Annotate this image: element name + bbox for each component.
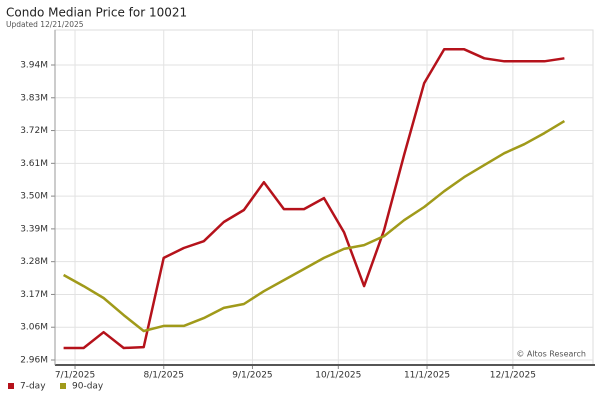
y-tick-label: 3.83M xyxy=(20,93,48,103)
y-tick-label: 2.96M xyxy=(20,356,48,366)
line xyxy=(63,48,565,350)
legend-swatch xyxy=(60,383,66,389)
x-tick-label: 11/1/2025 xyxy=(404,371,450,381)
y-tick-label: 3.28M xyxy=(20,257,48,267)
x-tick-label: 8/1/2025 xyxy=(144,371,184,381)
y-tick-label: 3.72M xyxy=(20,126,48,136)
legend-label: 7-day xyxy=(20,382,46,392)
y-tick-label: 3.39M xyxy=(20,224,48,234)
annotation: © Altos Research xyxy=(516,350,586,359)
legend-swatch xyxy=(8,383,14,389)
line xyxy=(62,120,566,333)
x-tick-label: 9/1/2025 xyxy=(232,371,272,381)
x-tick-label: 12/1/2025 xyxy=(490,371,536,381)
x-tick-label: 10/1/2025 xyxy=(315,371,361,381)
y-tick-label: 3.61M xyxy=(20,159,48,169)
chart-title: Condo Median Price for 10021 xyxy=(6,6,187,20)
y-tick-label: 3.17M xyxy=(20,290,48,300)
x-tick-label: 7/1/2025 xyxy=(55,371,95,381)
chart-subtitle: Updated 12/21/2025 xyxy=(6,20,84,29)
y-tick-label: 3.50M xyxy=(20,192,48,202)
y-tick-label: 3.06M xyxy=(20,323,48,333)
legend-label: 90-day xyxy=(72,382,104,392)
y-tick-label: 3.94M xyxy=(20,60,48,70)
